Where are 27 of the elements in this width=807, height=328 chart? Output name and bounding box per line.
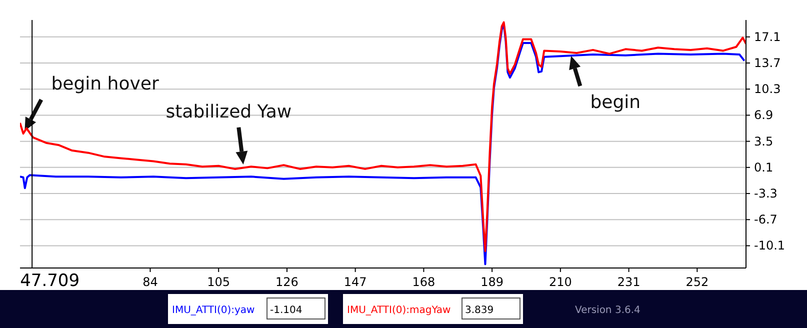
x-tick-label: 105 [207, 275, 230, 289]
x-tick-label: 84 [142, 275, 158, 289]
x-tick-label: 252 [686, 275, 709, 289]
y-tick-label: -10.1 [754, 238, 786, 253]
text: -1.104 [270, 305, 302, 316]
text: IMU_ATTI(0):yaw [172, 305, 255, 316]
text: IMU_ATTI(0):magYaw [347, 305, 451, 316]
y-tick-label: 10.3 [754, 82, 781, 96]
x-tick-label: 168 [412, 275, 436, 289]
annotation: stabilized Yaw [166, 101, 292, 122]
x-tick-label: 147 [344, 275, 367, 289]
x-tick-label: 210 [548, 275, 572, 289]
annotation: begin hover [51, 74, 160, 95]
text: 3.839 [465, 305, 494, 316]
y-tick-label: 6.9 [754, 108, 774, 122]
ref-line-label: 47.709 [20, 271, 80, 291]
annotation: begin [590, 92, 641, 114]
y-tick-label: 13.7 [754, 56, 781, 70]
y-tick-label: -3.3 [754, 186, 778, 201]
x-tick-label: 231 [617, 275, 640, 289]
x-tick-label: 189 [480, 275, 504, 289]
y-tick-label: 3.5 [754, 134, 774, 148]
y-tick-label: 0.1 [754, 160, 774, 174]
text: Version 3.6.4 [575, 305, 640, 316]
y-tick-label: 17.1 [754, 30, 781, 44]
x-tick-label: 126 [276, 275, 298, 289]
y-tick-label: -6.7 [754, 212, 778, 227]
